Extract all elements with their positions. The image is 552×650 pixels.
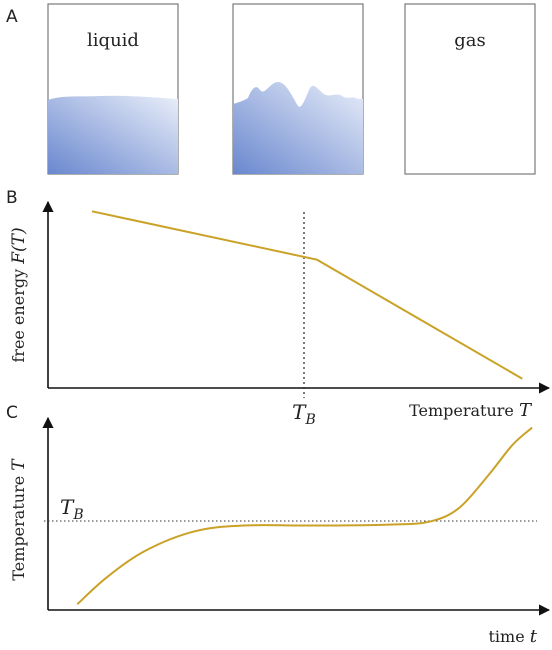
panel-c-y-label-text: Temperature	[9, 471, 28, 581]
container-liquid: liquid	[47, 3, 179, 175]
panel-c-letter: C	[6, 403, 18, 423]
panel-b: B TB Temperature T free energy F(T)	[6, 188, 551, 428]
container-label-liquid: liquid	[87, 30, 139, 51]
tb-subscript: B	[305, 412, 316, 428]
free-energy-curve	[91, 210, 523, 380]
tb-level-symbol: T	[60, 495, 75, 519]
tb-marker-label: TB	[292, 400, 316, 428]
tb-symbol: T	[292, 400, 307, 424]
panel-c-y-label-symbol: T	[9, 458, 29, 471]
panel-b-y-label-symbol: F(T)	[9, 227, 29, 264]
tb-level-label: TB	[60, 495, 84, 523]
liquid-fill-calm	[48, 95, 178, 174]
liquid-fill-turbulent	[233, 82, 363, 174]
container-label-gas: gas	[454, 30, 486, 51]
temperature-curve	[76, 426, 533, 605]
panel-b-x-label-text: Temperature	[409, 401, 519, 420]
panel-c-x-label: time t	[488, 626, 537, 647]
panel-c-y-label: Temperature T	[9, 458, 29, 581]
panel-c-x-label-text: time	[488, 627, 529, 646]
panel-b-letter: B	[6, 188, 18, 208]
panel-b-y-label-text: free energy	[9, 264, 28, 363]
panel-c-x-label-symbol: t	[530, 626, 538, 647]
panel-b-y-label: free energy F(T)	[9, 227, 29, 362]
panel-a: A liquid gas	[6, 3, 536, 175]
panel-c: C TB time t Temperature T	[6, 403, 551, 647]
panel-b-x-label-symbol: T	[519, 400, 533, 421]
container-boiling	[232, 3, 364, 175]
container-gas: gas	[404, 3, 536, 175]
container-gas-frame	[404, 3, 536, 175]
panel-a-letter: A	[6, 7, 18, 27]
tb-level-subscript: B	[72, 507, 83, 523]
panel-b-x-label: Temperature T	[409, 400, 533, 421]
